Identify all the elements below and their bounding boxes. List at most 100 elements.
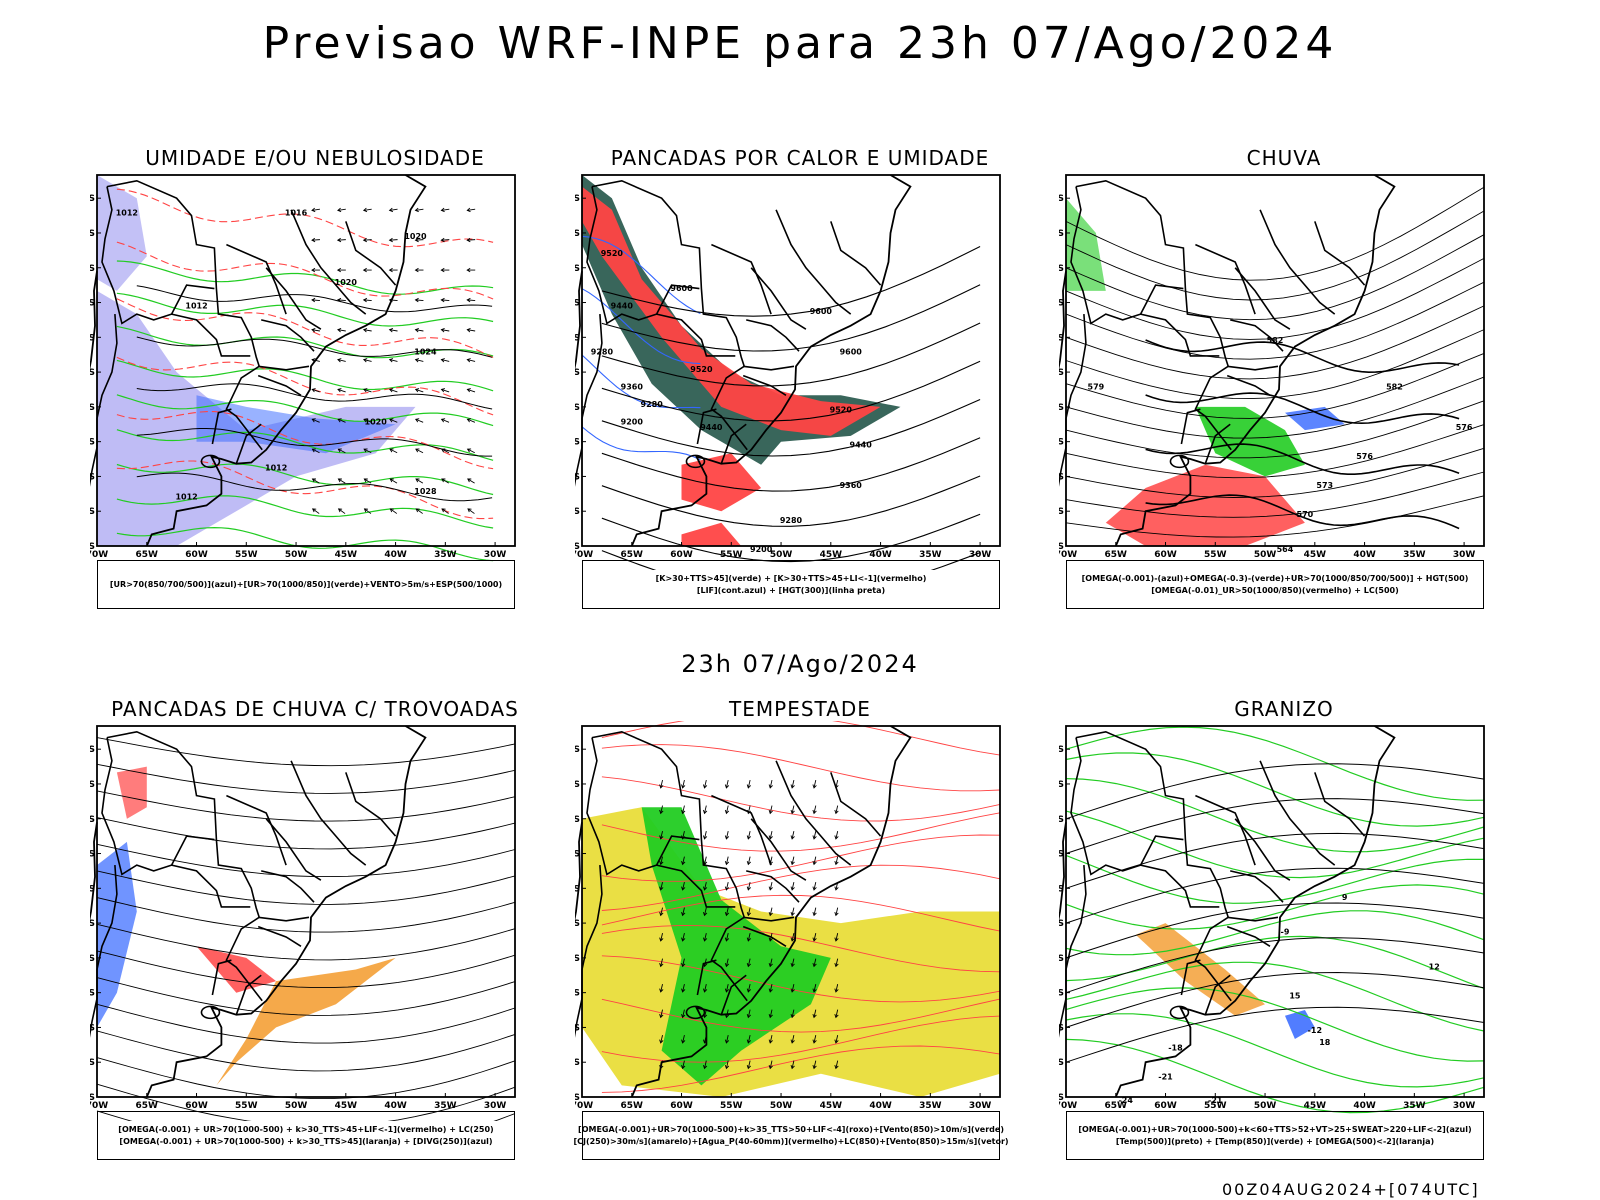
political-border [720,423,747,464]
streamline [96,977,516,1016]
lat-tick-label: 33S [575,989,580,999]
wind-vector [388,327,394,333]
temp850-contour [1065,1013,1485,1088]
wind-vector [415,239,424,241]
contour-label: -18 [1168,1044,1183,1053]
legend-line: [OMEGA(-0.001) + UR>70(1000-500) + k>30_… [119,1136,493,1146]
streamline-850 [601,924,1001,973]
wind-vector [834,860,839,866]
wind-vector [813,1009,817,1018]
wind-vector [791,805,795,814]
lon-tick-label: 40W [1353,550,1376,560]
political-border [830,221,882,286]
plot-frame [581,174,1001,547]
wind-vector [337,239,346,241]
political-border [226,243,287,315]
panel-granizo: GRANIZO 9 12 15 18 -9 -12 -21 -24 -21 -18 12S 15S 18… [1059,697,1509,1177]
thickness-contour-red [116,356,494,416]
contour-label: 9280 [641,400,664,409]
contour-label: -24 [1118,1096,1133,1105]
streamline-850 [601,721,1001,756]
political-border [211,959,232,996]
lon-tick-label: 35W [919,550,942,560]
panel-trovoadas: PANCADAS DE CHUVA C/ TROVOADAS 12S 15S 18S… [90,697,540,1177]
wind-vector [363,478,368,483]
wind-vector [704,856,707,865]
lat-tick-label: 15S [575,229,580,239]
wind-vector [704,805,707,814]
wind-vector [467,329,476,332]
contour-label: 9520 [690,365,713,374]
political-border [1314,221,1366,286]
streamline-850 [601,776,1001,822]
political-border [1070,737,1184,876]
streamline [1065,305,1485,380]
wind-vector [440,297,445,303]
wind-vector [466,418,472,423]
wind-vector [702,809,708,815]
contour-label: 576 [1356,452,1373,461]
lat-tick-label: 12S [90,194,95,204]
wind-vector [724,886,730,891]
wind-vector [363,418,372,423]
valid-time-label: 23h 07/Ago/2024 [681,650,919,678]
wind-vector [362,297,368,303]
wind-vector [337,418,342,423]
wind-vector [364,508,372,514]
political-border [830,772,882,837]
wind-vector [746,988,752,993]
lon-tick-label: 50W [285,1101,308,1111]
wind-vector [338,448,346,454]
wind-vector [791,856,795,865]
contour-label: 576 [1456,423,1473,432]
wind-vector [746,860,752,866]
wind-vector [311,418,316,423]
lon-tick-label: 45W [1304,550,1327,560]
panel-chuva: CHUVA 582 582 579 576 576 573 570 564 12S 15S 18S 2… [1059,146,1509,626]
rain-red [1105,464,1305,546]
wind-vector [747,1035,751,1044]
wind-vector [362,358,368,363]
wind-vector [659,937,664,942]
lat-tick-label: 36S [1059,1023,1064,1033]
lon-tick-label: 65W [621,550,644,560]
wind-vector [681,886,686,891]
wind-vector [388,207,394,213]
wind-vector [704,830,707,839]
lat-tick-label: 42S [575,542,580,552]
lon-tick-label: 55W [235,550,258,560]
political-border [711,794,772,866]
wind-vector [813,933,817,942]
map-plot: 582 582 579 576 576 573 570 564 12S 15S 18S 21S 24S 2… [1059,174,1485,560]
pacific-coastline [90,271,98,371]
wind-vector [790,1064,795,1070]
wind-vector [790,962,795,968]
wind-vector [791,1035,795,1044]
map-plot: 9 12 15 18 -9 -12 -21 -24 -21 -18 12S 15S 18S 21S 24S 2… [1059,725,1485,1114]
wind-vector [681,1013,686,1019]
hgt500-contour [1145,443,1460,476]
wind-vector [660,856,663,865]
moisture-shading-blue [97,290,416,546]
contour-label: 9360 [621,382,644,391]
political-border [1195,243,1256,315]
lat-tick-label: 12S [575,194,580,204]
contour-label: 9520 [830,406,853,415]
contour-label: 9520 [601,249,624,258]
wind-vector [835,1060,839,1069]
wind-vector [790,911,795,917]
wind-vector [363,388,372,393]
wind-vector [312,478,320,484]
hgt500-contour [1145,494,1460,530]
lon-tick-label: 70W [90,550,108,560]
temp850-contour [1065,910,1485,956]
wind-vector [467,508,472,513]
lon-tick-label: 70W [1059,550,1077,560]
wind-vector [466,327,471,333]
wind-vector [768,1064,773,1070]
wind-vector [415,508,420,513]
wind-vector [704,1009,707,1018]
wind-vector [660,958,663,967]
wind-vector [791,958,795,967]
wind-vector [337,359,346,362]
